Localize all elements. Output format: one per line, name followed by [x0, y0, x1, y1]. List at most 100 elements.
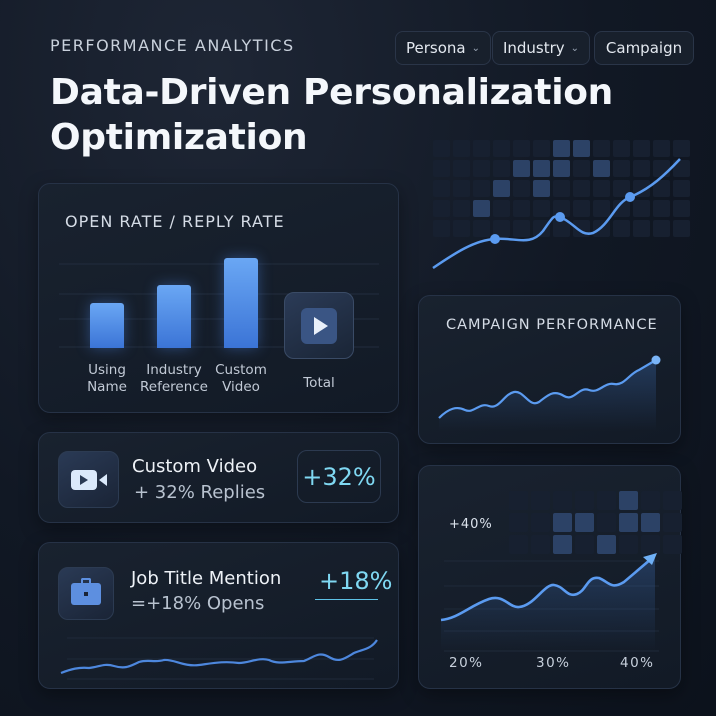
title-line-1: Data-Driven Personalization [50, 72, 614, 113]
heat-cell [593, 160, 610, 177]
heat-cell [473, 140, 490, 157]
job-title: Job Title Mention [131, 568, 282, 589]
heat-cell [509, 513, 528, 532]
heat-cell [663, 491, 682, 510]
heat-cell [553, 160, 570, 177]
x-label: 40% [620, 655, 655, 671]
job-badge: +18% [319, 567, 393, 595]
arrow-head-icon [643, 553, 657, 565]
heat-cell [531, 513, 550, 532]
heat-cell [633, 200, 650, 217]
heat-cell [573, 180, 590, 197]
heat-cell [473, 180, 490, 197]
heat-cell [653, 140, 670, 157]
heat-cell [553, 200, 570, 217]
heat-cell [613, 160, 630, 177]
heat-cell [673, 180, 690, 197]
heat-cell [433, 140, 450, 157]
heat-cell [619, 535, 638, 554]
page-title: Data-Driven Personalization Optimization [50, 70, 613, 160]
trend-point [555, 212, 565, 222]
heat-cell [553, 535, 572, 554]
campaign-endpoint [651, 355, 661, 365]
heat-cell [493, 140, 510, 157]
heat-cell [531, 535, 550, 554]
filter-campaign[interactable]: Campaign [594, 31, 694, 65]
heat-cell [453, 180, 470, 197]
heat-cell [573, 200, 590, 217]
growth-chart [440, 491, 682, 652]
heat-cell [553, 140, 570, 157]
heat-cell [493, 200, 510, 217]
heat-cell [533, 220, 550, 237]
heat-cell [673, 160, 690, 177]
total-label: Total [303, 375, 335, 391]
chevron-down-icon: ⌄ [471, 42, 480, 54]
heat-cell [493, 160, 510, 177]
opens-sparkline [60, 637, 378, 680]
heat-cell [633, 220, 650, 237]
trend-point [625, 192, 635, 202]
heat-cell [553, 180, 570, 197]
heat-cell [573, 140, 590, 157]
heat-cell [575, 535, 594, 554]
card-title: OPEN RATE / REPLY RATE [65, 212, 285, 231]
heat-cell [453, 160, 470, 177]
job-subtitle: =+18% Opens [131, 593, 265, 614]
heat-cell [593, 140, 610, 157]
heat-cell [633, 140, 650, 157]
heat-cell [513, 200, 530, 217]
card-title: CAMPAIGN PERFORMANCE [446, 317, 658, 333]
eyebrow-label: PERFORMANCE ANALYTICS [50, 36, 295, 55]
heat-cell [553, 513, 572, 532]
heat-cell [619, 513, 638, 532]
trend-chart [432, 140, 690, 270]
heat-cell [453, 140, 470, 157]
bar-industry-reference [157, 285, 191, 348]
campaign-line [438, 359, 657, 419]
heat-cell [653, 220, 670, 237]
heat-cell [513, 180, 530, 197]
heat-cell [597, 535, 616, 554]
heat-cell [641, 491, 660, 510]
heat-cell [673, 200, 690, 217]
heat-cell [575, 513, 594, 532]
play-icon [301, 307, 337, 344]
heat-cell [613, 180, 630, 197]
heat-cell [653, 160, 670, 177]
filter-persona[interactable]: Persona ⌄ [395, 31, 491, 65]
heat-cell [553, 220, 570, 237]
heat-cell [597, 491, 616, 510]
heat-cell [433, 220, 450, 237]
heat-cell [673, 220, 690, 237]
filter-industry[interactable]: Industry ⌄ [492, 31, 590, 65]
campaign-chart [438, 355, 661, 431]
heat-cell [473, 220, 490, 237]
trend-point [490, 234, 500, 244]
heat-cell [613, 140, 630, 157]
job-title-card: Job Title Mention =+18% Opens +18% [38, 542, 399, 689]
heat-cell [533, 180, 550, 197]
video-camera-icon [58, 451, 119, 508]
x-label: 20% [449, 655, 484, 671]
heat-cell [553, 491, 572, 510]
heat-cell [509, 491, 528, 510]
bar-label: Industry Reference [140, 362, 208, 395]
heat-cell [433, 180, 450, 197]
x-label: 30% [536, 655, 571, 671]
custom-video-card: Custom Video + 32% Replies +32% [38, 432, 399, 523]
heat-cell [593, 180, 610, 197]
heat-cell [663, 535, 682, 554]
heat-cell [513, 140, 530, 157]
heat-cell [453, 220, 470, 237]
heat-cell [633, 160, 650, 177]
heat-cell [533, 140, 550, 157]
bar-using-name [90, 303, 124, 348]
video-title: Custom Video [132, 456, 258, 477]
play-button[interactable] [284, 292, 354, 359]
heat-cell [641, 513, 660, 532]
heat-cell [533, 160, 550, 177]
heat-cell [593, 200, 610, 217]
heat-cell [653, 180, 670, 197]
heat-cell [533, 200, 550, 217]
